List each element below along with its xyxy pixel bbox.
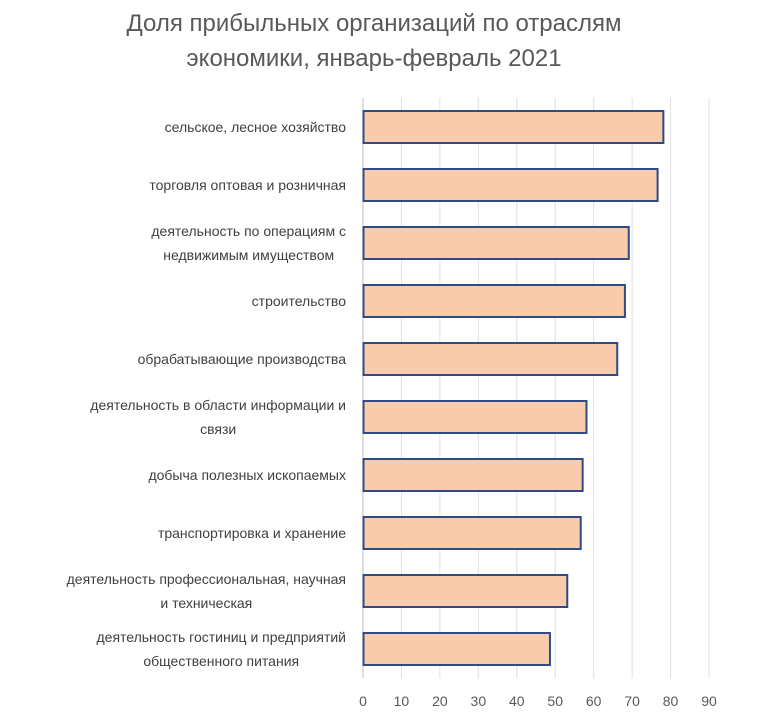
category-label: строительство bbox=[252, 293, 347, 309]
category-label: деятельность профессиональная, научная bbox=[67, 571, 346, 587]
bar bbox=[362, 284, 626, 318]
category-label: деятельность гостиниц и предприятий bbox=[96, 629, 346, 645]
bar bbox=[362, 342, 619, 376]
bars bbox=[362, 110, 665, 666]
x-tick-label: 60 bbox=[586, 693, 602, 709]
category-label: сельское, лесное хозяйство bbox=[165, 119, 347, 135]
x-tick-label: 0 bbox=[359, 693, 367, 709]
x-tick-label: 70 bbox=[624, 693, 640, 709]
x-tick-label: 20 bbox=[432, 693, 448, 709]
category-label: обрабатывающие производства bbox=[138, 351, 347, 367]
category-label: общественного питания bbox=[143, 653, 299, 669]
x-tick-label: 90 bbox=[701, 693, 717, 709]
bar bbox=[362, 516, 582, 550]
bar bbox=[362, 632, 551, 666]
x-axis-tick-labels: 0 10 20 30 40 50 60 70 80 90 bbox=[359, 693, 717, 709]
category-label: и техническая bbox=[160, 595, 252, 611]
bar bbox=[362, 574, 569, 608]
bar bbox=[362, 226, 630, 260]
x-tick-label: 30 bbox=[471, 693, 487, 709]
bar bbox=[362, 168, 659, 202]
category-label: торговля оптовая и розничная bbox=[149, 177, 346, 193]
category-label: транспортировка и хранение bbox=[158, 525, 346, 541]
x-tick-label: 10 bbox=[394, 693, 410, 709]
x-tick-label: 50 bbox=[547, 693, 563, 709]
bar bbox=[362, 400, 588, 434]
chart-title-line: Доля прибыльных организаций по отраслям bbox=[127, 10, 622, 37]
x-tick-label: 80 bbox=[663, 693, 679, 709]
category-label: деятельность в области информации и bbox=[90, 397, 346, 413]
category-label: добыча полезных ископаемых bbox=[148, 467, 346, 483]
category-labels: сельское, лесное хозяйство торговля оптов… bbox=[67, 119, 347, 669]
bar bbox=[362, 110, 665, 144]
category-label: связи bbox=[200, 421, 236, 437]
x-tick-label: 40 bbox=[509, 693, 525, 709]
chart-title: Доля прибыльных организаций по отраслям э… bbox=[127, 10, 622, 72]
chart-title-line: экономики, январь-февраль 2021 bbox=[186, 45, 561, 72]
category-label: недвижимым имуществом bbox=[163, 247, 334, 263]
bar bbox=[362, 458, 584, 492]
category-label: деятельность по операциям с bbox=[151, 223, 346, 239]
